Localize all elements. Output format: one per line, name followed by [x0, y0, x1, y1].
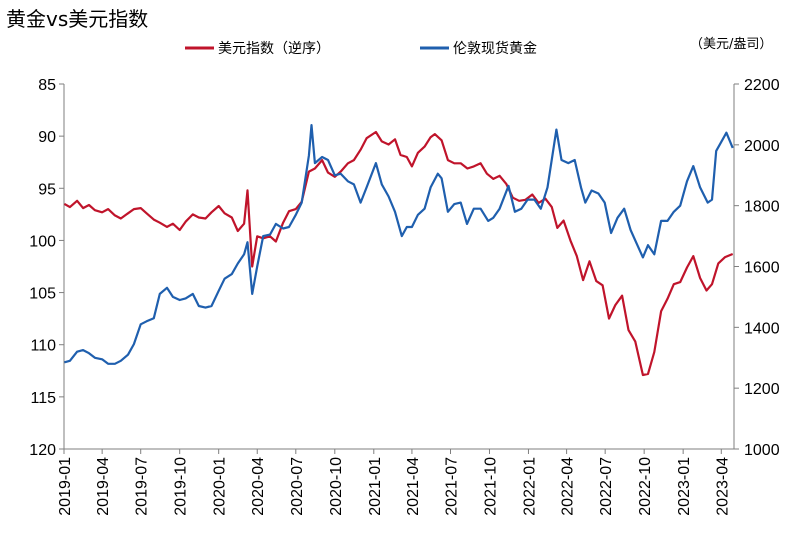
x-tick-label: 2019-07: [134, 457, 151, 516]
x-tick-label: 2022-07: [598, 457, 615, 516]
left-tick-label: 95: [38, 181, 56, 198]
right-tick-label: 1400: [744, 320, 780, 337]
x-tick-label: 2020-01: [212, 457, 229, 516]
left-tick-label: 90: [38, 129, 56, 146]
left-tick-label: 100: [29, 233, 56, 250]
axes: 85 90 95 100 105 110 115 120 1000 1200 1400 1600 180…: [29, 77, 779, 516]
left-tick-label: 85: [38, 77, 56, 94]
x-tick-label: 2020-07: [289, 457, 306, 516]
x-tick-label: 2020-04: [250, 457, 267, 516]
x-tick-label: 2019-01: [57, 457, 74, 516]
x-tick-label: 2022-01: [521, 457, 538, 516]
x-tick-label: 2019-10: [173, 457, 190, 516]
series-line-dxy: [63, 130, 734, 377]
right-tick-label: 1600: [744, 260, 780, 277]
x-tick-label: 2021-10: [482, 457, 499, 516]
chart-title: 黄金vs美元指数: [6, 7, 148, 31]
x-tick-label: 2022-04: [560, 457, 577, 516]
x-tick-label: 2021-07: [443, 457, 460, 516]
x-tick-label: 2022-10: [637, 457, 654, 516]
x-tick-label: 2023-01: [676, 457, 693, 516]
series-lines: [63, 123, 734, 377]
legend-label-gold: 伦敦现货黄金: [453, 40, 537, 57]
left-tick-label: 120: [29, 442, 56, 459]
x-tick-label: 2023-04: [714, 457, 731, 516]
left-tick-label: 110: [30, 338, 56, 355]
x-tick-label: 2021-04: [405, 457, 422, 516]
left-tick-label: 115: [30, 390, 56, 407]
legend-label-dxy: 美元指数（逆序）: [218, 41, 330, 57]
right-tick-label: 1800: [744, 199, 780, 216]
left-tick-label: 105: [29, 286, 56, 303]
x-tick-label: 2021-01: [367, 457, 384, 516]
right-axis-unit: （美元/盎司）: [690, 37, 772, 52]
right-tick-label: 2000: [744, 138, 780, 155]
right-tick-label: 2200: [744, 77, 780, 94]
series-line-gold: [64, 123, 734, 365]
x-tick-label: 2019-04: [95, 457, 112, 516]
right-tick-label: 1000: [744, 442, 780, 459]
right-tick-label: 1200: [744, 381, 780, 398]
x-tick-label: 2020-10: [328, 457, 345, 516]
legend: 美元指数（逆序） 伦敦现货黄金: [185, 40, 537, 57]
